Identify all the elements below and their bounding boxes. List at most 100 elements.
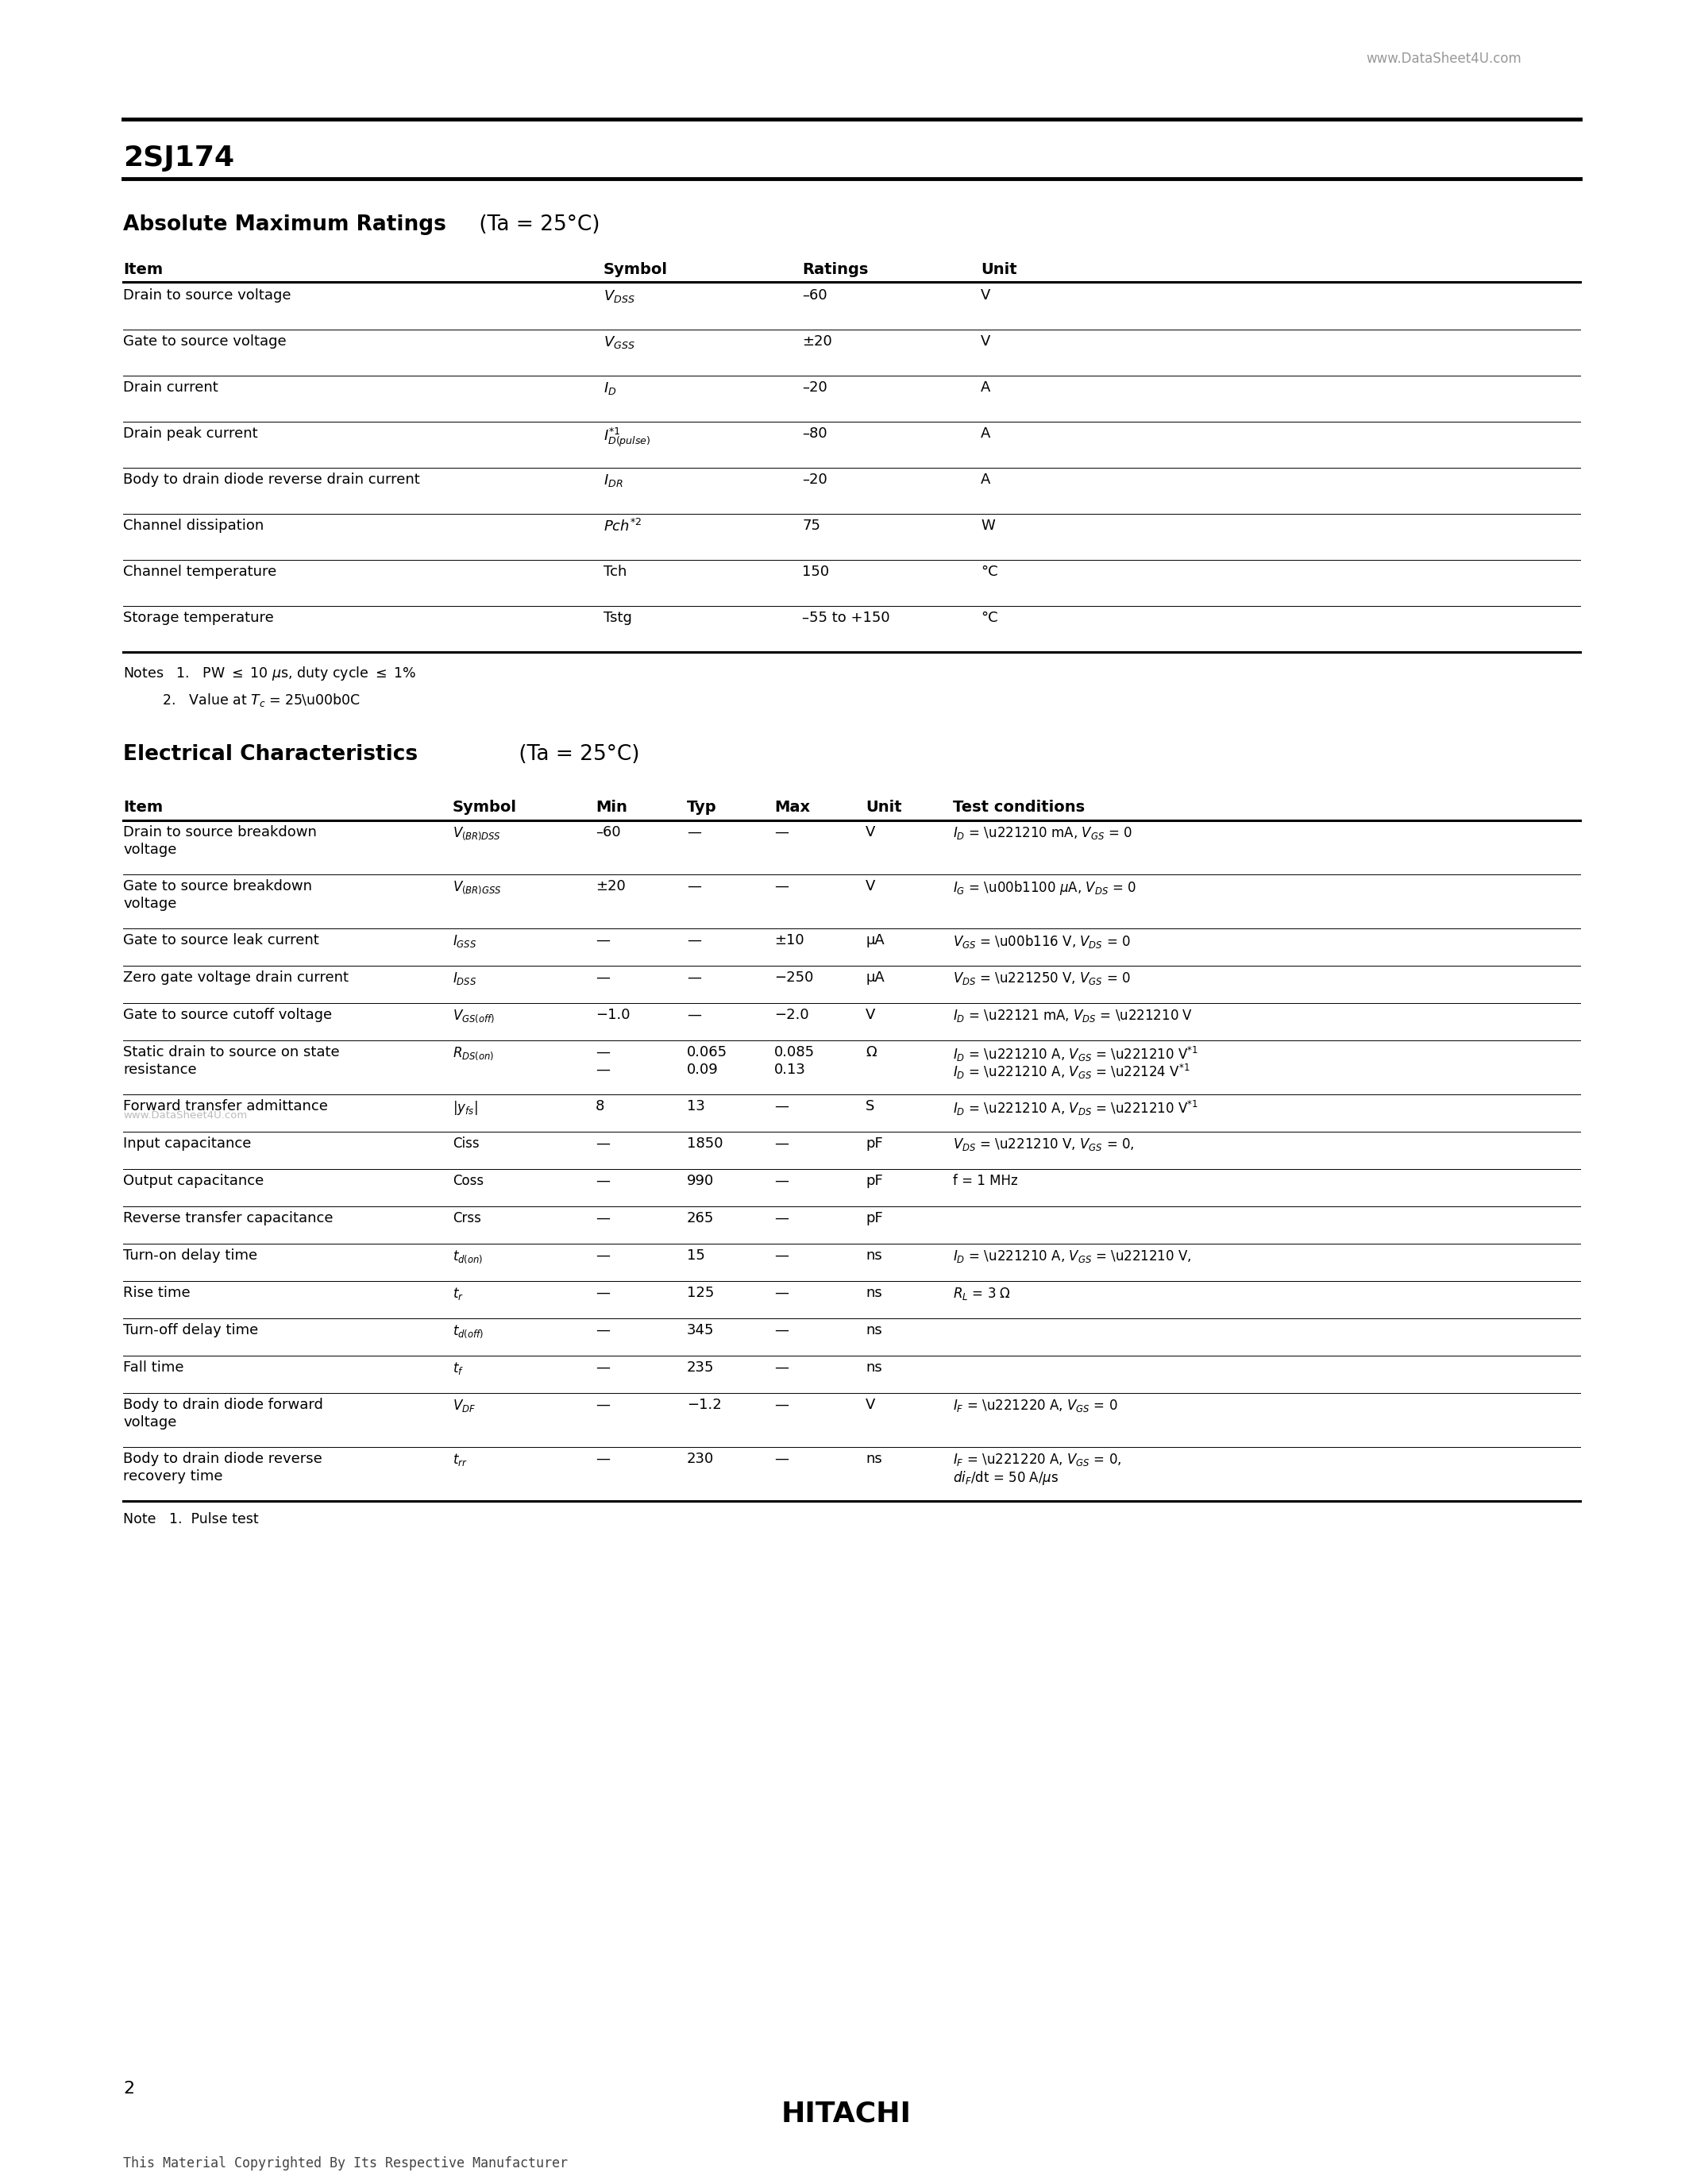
Text: —: —: [596, 1249, 609, 1262]
Text: $V_{(BR)GSS}$: $V_{(BR)GSS}$: [452, 880, 501, 895]
Text: Input capacitance: Input capacitance: [124, 1136, 251, 1151]
Text: ns: ns: [865, 1361, 882, 1374]
Text: Output capacitance: Output capacitance: [124, 1173, 264, 1188]
Text: —: —: [774, 1249, 789, 1262]
Text: Zero gate voltage drain current: Zero gate voltage drain current: [124, 970, 349, 985]
Text: $t_r$: $t_r$: [452, 1286, 464, 1302]
Text: Min: Min: [596, 799, 626, 815]
Text: —: —: [687, 933, 701, 948]
Text: ns: ns: [865, 1249, 882, 1262]
Text: 990: 990: [687, 1173, 714, 1188]
Text: Symbol: Symbol: [603, 262, 667, 277]
Text: ±20: ±20: [802, 334, 831, 349]
Text: Channel temperature: Channel temperature: [124, 566, 276, 579]
Text: V: V: [865, 1398, 875, 1413]
Text: Turn-on delay time: Turn-on delay time: [124, 1249, 257, 1262]
Text: $I_{DSS}$: $I_{DSS}$: [452, 970, 477, 987]
Text: Gate to source voltage: Gate to source voltage: [124, 334, 286, 349]
Text: $V_{DF}$: $V_{DF}$: [452, 1398, 476, 1413]
Text: —: —: [774, 1286, 789, 1299]
Text: 75: 75: [802, 518, 821, 533]
Text: Reverse transfer capacitance: Reverse transfer capacitance: [124, 1212, 334, 1225]
Text: $I_{DR}$: $I_{DR}$: [603, 472, 623, 489]
Text: —: —: [596, 1324, 609, 1337]
Text: A: A: [980, 380, 990, 395]
Text: −1.2: −1.2: [687, 1398, 721, 1413]
Text: —: —: [596, 1286, 609, 1299]
Text: 1850: 1850: [687, 1136, 723, 1151]
Text: —: —: [596, 1064, 609, 1077]
Text: —: —: [687, 970, 701, 985]
Text: —: —: [687, 880, 701, 893]
Text: Gate to source cutoff voltage: Gate to source cutoff voltage: [124, 1007, 332, 1022]
Text: μA: μA: [865, 933, 884, 948]
Text: pF: pF: [865, 1136, 882, 1151]
Text: Typ: Typ: [687, 799, 716, 815]
Text: $I_D$ = \u221210 mA, $V_{GS}$ = 0: $I_D$ = \u221210 mA, $V_{GS}$ = 0: [953, 826, 1133, 841]
Text: $I_D$ = \u221210 A, $V_{DS}$ = \u221210 V$^{*1}$: $I_D$ = \u221210 A, $V_{DS}$ = \u221210 …: [953, 1099, 1199, 1118]
Text: $t_{d(on)}$: $t_{d(on)}$: [452, 1249, 483, 1265]
Text: —: —: [596, 1046, 609, 1059]
Text: V: V: [865, 826, 875, 839]
Text: —: —: [596, 1361, 609, 1374]
Text: –80: –80: [802, 426, 828, 441]
Text: —: —: [774, 1099, 789, 1114]
Text: —: —: [774, 1452, 789, 1465]
Text: V: V: [865, 1007, 875, 1022]
Text: pF: pF: [865, 1173, 882, 1188]
Text: $t_f$: $t_f$: [452, 1361, 464, 1376]
Text: Electrical Characteristics: Electrical Characteristics: [124, 745, 418, 764]
Text: 2SJ174: 2SJ174: [124, 144, 234, 173]
Text: (Ta = 25°C): (Ta = 25°C): [472, 214, 599, 236]
Text: Ratings: Ratings: [802, 262, 869, 277]
Text: $V_{GS}$ = \u00b116 V, $V_{DS}$ = 0: $V_{GS}$ = \u00b116 V, $V_{DS}$ = 0: [953, 933, 1131, 950]
Text: ±10: ±10: [774, 933, 804, 948]
Text: Storage temperature: Storage temperature: [124, 612, 274, 625]
Text: −250: −250: [774, 970, 813, 985]
Text: Body to drain diode reverse drain current: Body to drain diode reverse drain curren…: [124, 472, 420, 487]
Text: Tch: Tch: [603, 566, 626, 579]
Text: $I_D$ = \u221210 A, $V_{GS}$ = \u22124 V$^{*1}$: $I_D$ = \u221210 A, $V_{GS}$ = \u22124 V…: [953, 1064, 1190, 1081]
Text: —: —: [596, 1212, 609, 1225]
Text: Body to drain diode reverse: Body to drain diode reverse: [124, 1452, 322, 1465]
Text: voltage: voltage: [124, 898, 176, 911]
Text: $I_D$ = \u22121 mA, $V_{DS}$ = \u221210 V: $I_D$ = \u22121 mA, $V_{DS}$ = \u221210 …: [953, 1007, 1194, 1024]
Text: Item: Item: [124, 799, 163, 815]
Text: −1.0: −1.0: [596, 1007, 630, 1022]
Text: —: —: [774, 826, 789, 839]
Text: $R_L$ = 3 $\Omega$: $R_L$ = 3 $\Omega$: [953, 1286, 1011, 1302]
Text: pF: pF: [865, 1212, 882, 1225]
Text: Item: Item: [124, 262, 163, 277]
Text: Turn-off delay time: Turn-off delay time: [124, 1324, 259, 1337]
Text: —: —: [774, 1324, 789, 1337]
Text: Crss: Crss: [452, 1212, 481, 1225]
Text: S: S: [865, 1099, 875, 1114]
Text: Test conditions: Test conditions: [953, 799, 1085, 815]
Text: 150: 150: [802, 566, 830, 579]
Text: Drain to source voltage: Drain to source voltage: [124, 288, 291, 304]
Text: 2: 2: [124, 2081, 134, 2097]
Text: Forward transfer admittance: Forward transfer admittance: [124, 1099, 328, 1114]
Text: ns: ns: [865, 1286, 882, 1299]
Text: ns: ns: [865, 1452, 882, 1465]
Text: $t_{rr}$: $t_{rr}$: [452, 1452, 467, 1468]
Text: Drain to source breakdown: Drain to source breakdown: [124, 826, 317, 839]
Text: —: —: [774, 1398, 789, 1413]
Text: °C: °C: [980, 566, 997, 579]
Text: −2.0: −2.0: [774, 1007, 809, 1022]
Text: —: —: [774, 1136, 789, 1151]
Text: —: —: [687, 1007, 701, 1022]
Text: $V_{DS}$ = \u221250 V, $V_{GS}$ = 0: $V_{DS}$ = \u221250 V, $V_{GS}$ = 0: [953, 970, 1131, 987]
Text: resistance: resistance: [124, 1064, 196, 1077]
Text: 265: 265: [687, 1212, 714, 1225]
Text: Fall time: Fall time: [124, 1361, 185, 1374]
Text: Channel dissipation: Channel dissipation: [124, 518, 264, 533]
Text: Body to drain diode forward: Body to drain diode forward: [124, 1398, 323, 1413]
Text: $I_{D(pulse)}^{*1}$: $I_{D(pulse)}^{*1}$: [603, 426, 650, 450]
Text: Drain current: Drain current: [124, 380, 218, 395]
Text: $I_D$: $I_D$: [603, 380, 616, 395]
Text: W: W: [980, 518, 995, 533]
Text: $V_{DS}$ = \u221210 V, $V_{GS}$ = 0,: $V_{DS}$ = \u221210 V, $V_{GS}$ = 0,: [953, 1136, 1134, 1153]
Text: $V_{DSS}$: $V_{DSS}$: [603, 288, 635, 304]
Text: $t_{d(off)}$: $t_{d(off)}$: [452, 1324, 484, 1339]
